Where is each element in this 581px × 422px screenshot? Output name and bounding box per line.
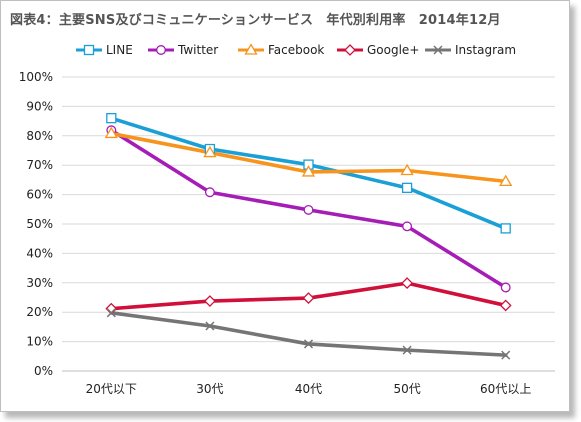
point-facebook-3 bbox=[400, 163, 414, 176]
point-twitter-1 bbox=[204, 187, 215, 198]
point-facebook-2 bbox=[301, 165, 316, 177]
x-tick-label: 60代以上 bbox=[480, 382, 531, 396]
point-google-3 bbox=[401, 277, 414, 290]
point-twitter-3 bbox=[402, 221, 413, 232]
point-facebook-4 bbox=[499, 174, 513, 187]
point-instagram-3 bbox=[402, 345, 412, 355]
y-tick-label: 70% bbox=[26, 158, 53, 172]
point-line-4 bbox=[500, 223, 511, 234]
point-instagram-2 bbox=[303, 339, 314, 349]
series-markers bbox=[104, 113, 513, 360]
series-lines bbox=[109, 116, 508, 357]
chart-frame: 図表4：主要SNS及びコミュニケーションサービス 年代別利用率 2014年12月 bbox=[0, 0, 570, 412]
legend-marker-instagram bbox=[433, 45, 443, 55]
y-tick-label: 50% bbox=[26, 217, 53, 231]
point-instagram-0 bbox=[106, 308, 116, 318]
x-tick-label: 30代 bbox=[196, 382, 223, 396]
legend-label-google: Google+ bbox=[367, 43, 419, 57]
y-tick-label: 40% bbox=[26, 246, 53, 260]
legend-label-facebook: Facebook bbox=[268, 43, 324, 57]
legend-label-instagram: Instagram bbox=[455, 43, 516, 57]
y-tick-label: 60% bbox=[26, 188, 53, 202]
point-google-1 bbox=[203, 295, 216, 307]
point-facebook-1 bbox=[203, 145, 217, 158]
y-tick-label: 80% bbox=[26, 129, 53, 143]
y-tick-label: 100% bbox=[19, 70, 53, 84]
y-tick-label: 10% bbox=[26, 335, 53, 349]
x-tick-label: 20代以下 bbox=[86, 382, 137, 396]
y-axis-ticks: 0% 10% 20% 30% 40% 50% 60% 70% 80% 90% 100% bbox=[19, 70, 53, 378]
legend-marker-facebook bbox=[244, 43, 258, 55]
y-tick-label: 20% bbox=[26, 305, 53, 319]
legend: LINE Twitter Facebook Google+ Instagram bbox=[76, 43, 516, 57]
point-twitter-2 bbox=[303, 204, 314, 215]
gridlines bbox=[62, 76, 555, 372]
point-google-4 bbox=[499, 299, 512, 312]
legend-label-line: LINE bbox=[106, 43, 133, 57]
x-tick-label: 50代 bbox=[393, 382, 420, 396]
point-twitter-4 bbox=[500, 282, 511, 293]
x-axis-ticks: 20代以下 30代 40代 50代 60代以上 bbox=[86, 382, 532, 396]
legend-marker-line bbox=[83, 44, 95, 56]
point-facebook-0 bbox=[104, 126, 118, 139]
chart-title: 図表4：主要SNS及びコミュニケーションサービス 年代別利用率 2014年12月 bbox=[10, 13, 501, 28]
point-instagram-4 bbox=[501, 350, 511, 360]
y-tick-label: 0% bbox=[34, 364, 53, 378]
legend-label-twitter: Twitter bbox=[177, 43, 218, 57]
point-instagram-1 bbox=[205, 321, 215, 331]
legend-marker-google bbox=[344, 44, 356, 56]
y-tick-label: 30% bbox=[26, 276, 53, 290]
point-line-0 bbox=[106, 113, 117, 124]
series-line-instagram bbox=[109, 310, 508, 357]
point-line-3 bbox=[401, 182, 413, 193]
legend-marker-twitter bbox=[156, 45, 166, 55]
x-tick-label: 40代 bbox=[295, 382, 322, 396]
point-google-2 bbox=[302, 292, 315, 305]
y-tick-label: 90% bbox=[26, 99, 53, 113]
